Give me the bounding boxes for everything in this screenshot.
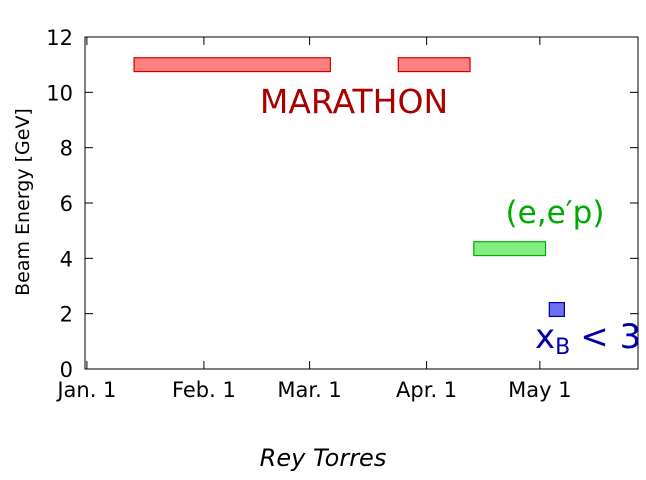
y-tick-label: 2 [60,303,73,327]
y-tick-label: 0 [60,358,73,382]
range-bar-2-0 [548,302,565,318]
xb-label-x: x [535,317,555,357]
x-tick-label: Feb. 1 [172,378,236,402]
range-bar-0-1 [397,57,471,73]
xb-label: xB < 3 [535,317,641,360]
y-tick-label: 12 [46,26,73,50]
x-tick-label: Jan. 1 [55,378,116,402]
y-axis-label: Beam Energy [GeV] [12,108,34,296]
range-bar-0-0 [133,57,331,73]
xb-label-rest: < 3 [580,317,641,357]
author-credit: Rey Torres [259,444,387,472]
axis-ticks: 0 2 4 6 8 10 12 Jan. 1 Feb. 1 Mar. 1 Apr. 1 May 1 [46,26,638,402]
x-tick-label: Mar. 1 [277,378,341,402]
range-bar-1-0 [473,241,547,257]
eep-label: (e,e′p) [506,195,605,231]
y-tick-label: 10 [46,81,73,105]
range-bars [133,57,565,318]
y-tick-label: 6 [60,192,73,216]
xb-label-sub: B [555,335,570,360]
marathon-label: MARATHON [260,82,448,121]
y-tick-label: 8 [60,137,73,161]
x-tick-label: Apr. 1 [396,378,457,402]
y-tick-label: 4 [60,247,73,271]
x-tick-label: May 1 [508,378,571,402]
